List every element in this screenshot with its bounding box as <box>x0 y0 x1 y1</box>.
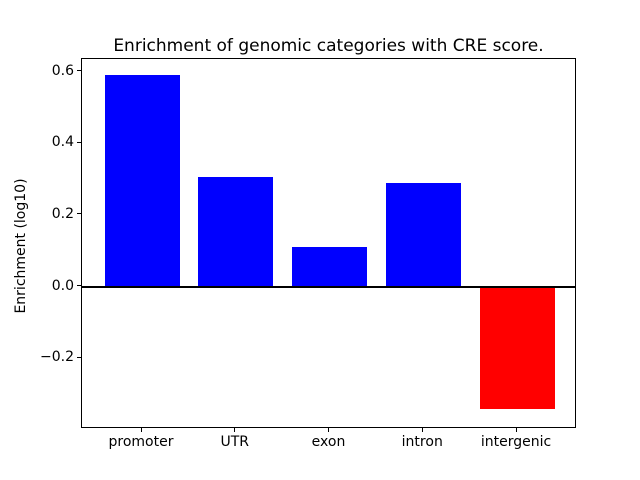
y-tick-mark <box>77 70 81 72</box>
bar-intergenic <box>479 286 555 409</box>
y-tick-mark <box>77 285 81 287</box>
bar-promoter <box>104 75 180 287</box>
x-tick-label: exon <box>311 434 346 450</box>
y-tick-mark <box>77 213 81 215</box>
bar-exon <box>292 247 367 287</box>
x-tick-mark <box>421 428 423 432</box>
bar-UTR <box>198 177 274 287</box>
x-tick-mark <box>140 428 142 432</box>
chart-title: Enrichment of genomic categories with CR… <box>113 36 544 56</box>
x-tick-mark <box>328 428 329 432</box>
zero-line <box>82 285 575 288</box>
x-tick-label: intron <box>401 434 443 450</box>
x-tick-label: promoter <box>108 434 174 450</box>
bar-intron <box>385 182 461 287</box>
y-tick-label: 0.4 <box>51 134 74 151</box>
y-tick-label: 0.0 <box>51 277 74 294</box>
x-tick-label: UTR <box>220 434 250 450</box>
x-tick-mark <box>515 428 517 432</box>
x-tick-mark <box>234 428 236 432</box>
y-tick-label: 0.6 <box>51 62 74 79</box>
y-tick-mark <box>77 356 81 358</box>
y-tick-label: −0.2 <box>40 349 74 366</box>
y-tick-label: 0.2 <box>51 205 74 222</box>
plot-area <box>81 58 576 428</box>
y-tick-mark <box>77 141 81 143</box>
x-tick-label: intergenic <box>480 434 552 450</box>
y-axis-label-text: Enrichment (log10) <box>13 178 29 314</box>
